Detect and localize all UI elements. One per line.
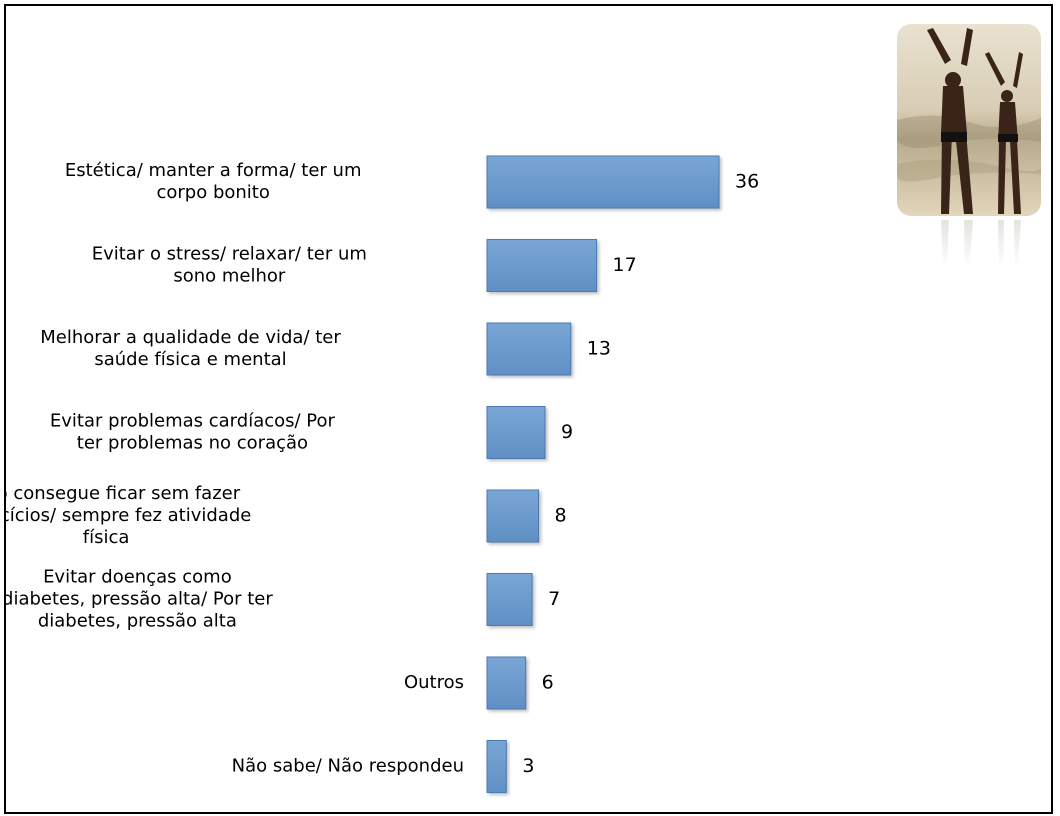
category-label-line: Estética/ manter a forma/ ter um xyxy=(65,160,362,181)
bar-6 xyxy=(486,573,533,626)
category-label-1: Estética/ manter a forma/ ter um corpo bo… xyxy=(65,160,362,203)
category-label-line: Evitar o stress/ relaxar/ ter um xyxy=(92,244,367,265)
category-label-8: Não sabe/ Não respondeu xyxy=(232,756,464,777)
category-label-line: Outros xyxy=(404,672,464,693)
value-label-1: 36 xyxy=(735,171,759,193)
bar-8 xyxy=(486,740,507,793)
category-label-line: sono melhor xyxy=(173,266,286,287)
stretching-people-photo-icon xyxy=(897,24,1041,268)
category-label-2: Evitar o stress/ relaxar/ ter um sono mel… xyxy=(92,244,367,287)
value-label-3: 13 xyxy=(587,338,611,360)
category-label-line: Evitar problemas cardíacos/ Por xyxy=(50,411,336,432)
category-label-line: diabetes, pressão alta/ Por ter xyxy=(6,589,273,610)
bar-7 xyxy=(486,656,527,710)
value-label-7: 6 xyxy=(542,672,554,694)
category-label-line: exercícios/ sempre fez atividade xyxy=(6,505,251,526)
category-label-line: Evitar doenças como xyxy=(43,567,232,588)
bar-4 xyxy=(486,406,546,459)
category-label-line: saúde física e mental xyxy=(94,349,286,370)
category-label-line: física xyxy=(83,527,130,548)
bar-1 xyxy=(486,155,720,209)
category-label-line: Não consegue ficar sem fazer xyxy=(6,483,241,504)
category-label-6: Evitar doenças como diabetes, pressão alt… xyxy=(6,567,273,632)
category-label-7: Outros xyxy=(404,672,464,693)
value-label-2: 17 xyxy=(613,254,637,276)
category-label-3: Melhorar a qualidade de vida/ ter saúde f… xyxy=(40,327,341,370)
category-label-4: Evitar problemas cardíacos/ Por ter probl… xyxy=(50,411,336,454)
value-label-6: 7 xyxy=(548,588,560,610)
category-label-line: Não sabe/ Não respondeu xyxy=(232,756,464,777)
bar-2 xyxy=(486,239,598,292)
value-label-8: 3 xyxy=(522,755,534,777)
value-label-5: 8 xyxy=(555,505,567,527)
category-label-line: Melhorar a qualidade de vida/ ter xyxy=(40,327,341,348)
bar-5 xyxy=(486,489,540,543)
category-label-5: Não consegue ficar sem fazerexercícios/ … xyxy=(6,483,251,548)
category-label-line: ter problemas no coração xyxy=(77,433,308,454)
category-label-line: diabetes, pressão alta xyxy=(38,611,237,632)
chart-frame: 36 Estética/ manter a forma/ ter um corpo … xyxy=(4,4,1053,814)
category-label-line: corpo bonito xyxy=(156,182,269,203)
bar-3 xyxy=(486,322,572,376)
value-label-4: 9 xyxy=(561,421,573,443)
